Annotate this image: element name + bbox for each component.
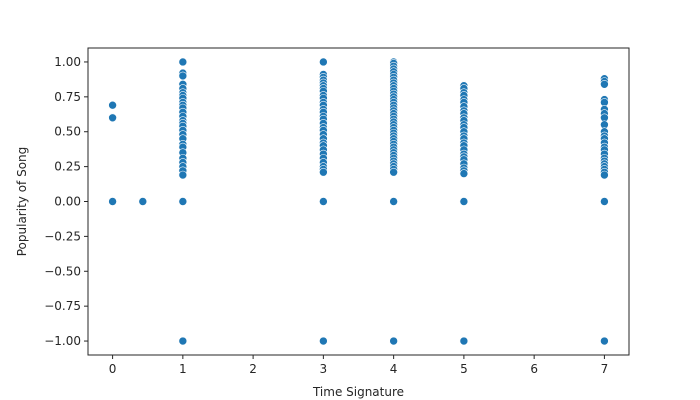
- y-tick-label: 1.00: [54, 55, 81, 69]
- x-axis-label: Time Signature: [312, 385, 404, 399]
- x-tick-label: 0: [109, 362, 117, 376]
- y-tick-label: 0.50: [54, 125, 81, 139]
- y-tick-label: −1.00: [44, 334, 81, 348]
- data-points: [108, 57, 609, 346]
- x-tick-label: 6: [530, 362, 538, 376]
- y-tick-label: 0.00: [54, 195, 81, 209]
- scatter-point: [108, 113, 117, 123]
- x-tick-label: 5: [460, 362, 468, 376]
- scatter-point: [138, 197, 148, 206]
- y-tick-label: −0.25: [44, 229, 81, 243]
- scatter-point: [178, 71, 188, 81]
- scatter-point: [178, 170, 188, 180]
- scatter-point: [108, 197, 117, 206]
- x-axis-ticks: 0 1 2 3 4 5 6 7: [109, 355, 608, 376]
- y-axis-label: Popularity of Song: [15, 147, 29, 257]
- y-tick-label: 0.75: [54, 90, 81, 104]
- x-tick-label: 2: [249, 362, 257, 376]
- scatter-point: [459, 169, 469, 178]
- scatter-point: [600, 79, 609, 89]
- scatter-point: [319, 57, 328, 67]
- scatter-point: [459, 336, 469, 346]
- scatter-point: [178, 57, 188, 67]
- scatter-point: [600, 336, 609, 346]
- scatter-point: [389, 336, 398, 346]
- x-tick-label: 4: [390, 362, 398, 376]
- y-tick-label: −0.50: [44, 264, 81, 278]
- scatter-point: [319, 167, 328, 177]
- scatter-point: [319, 336, 328, 346]
- y-tick-label: −0.75: [44, 299, 81, 313]
- scatter-point: [108, 100, 117, 110]
- scatter-point: [389, 167, 398, 177]
- scatter-point: [319, 197, 328, 206]
- scatter-point: [459, 197, 469, 206]
- y-axis-ticks: −1.00 −0.75 −0.50 −0.25 0.00 0.25 0.50 0.75 1.00: [44, 55, 88, 348]
- scatter-point: [178, 336, 188, 346]
- scatter-point: [600, 197, 609, 206]
- scatter-point: [178, 197, 188, 206]
- x-tick-label: 3: [320, 362, 328, 376]
- y-tick-label: 0.25: [54, 160, 81, 174]
- x-tick-label: 1: [179, 362, 187, 376]
- scatter-point: [600, 170, 609, 180]
- scatter-point: [389, 197, 398, 206]
- plot-frame: [87, 47, 630, 356]
- x-tick-label: 7: [601, 362, 609, 376]
